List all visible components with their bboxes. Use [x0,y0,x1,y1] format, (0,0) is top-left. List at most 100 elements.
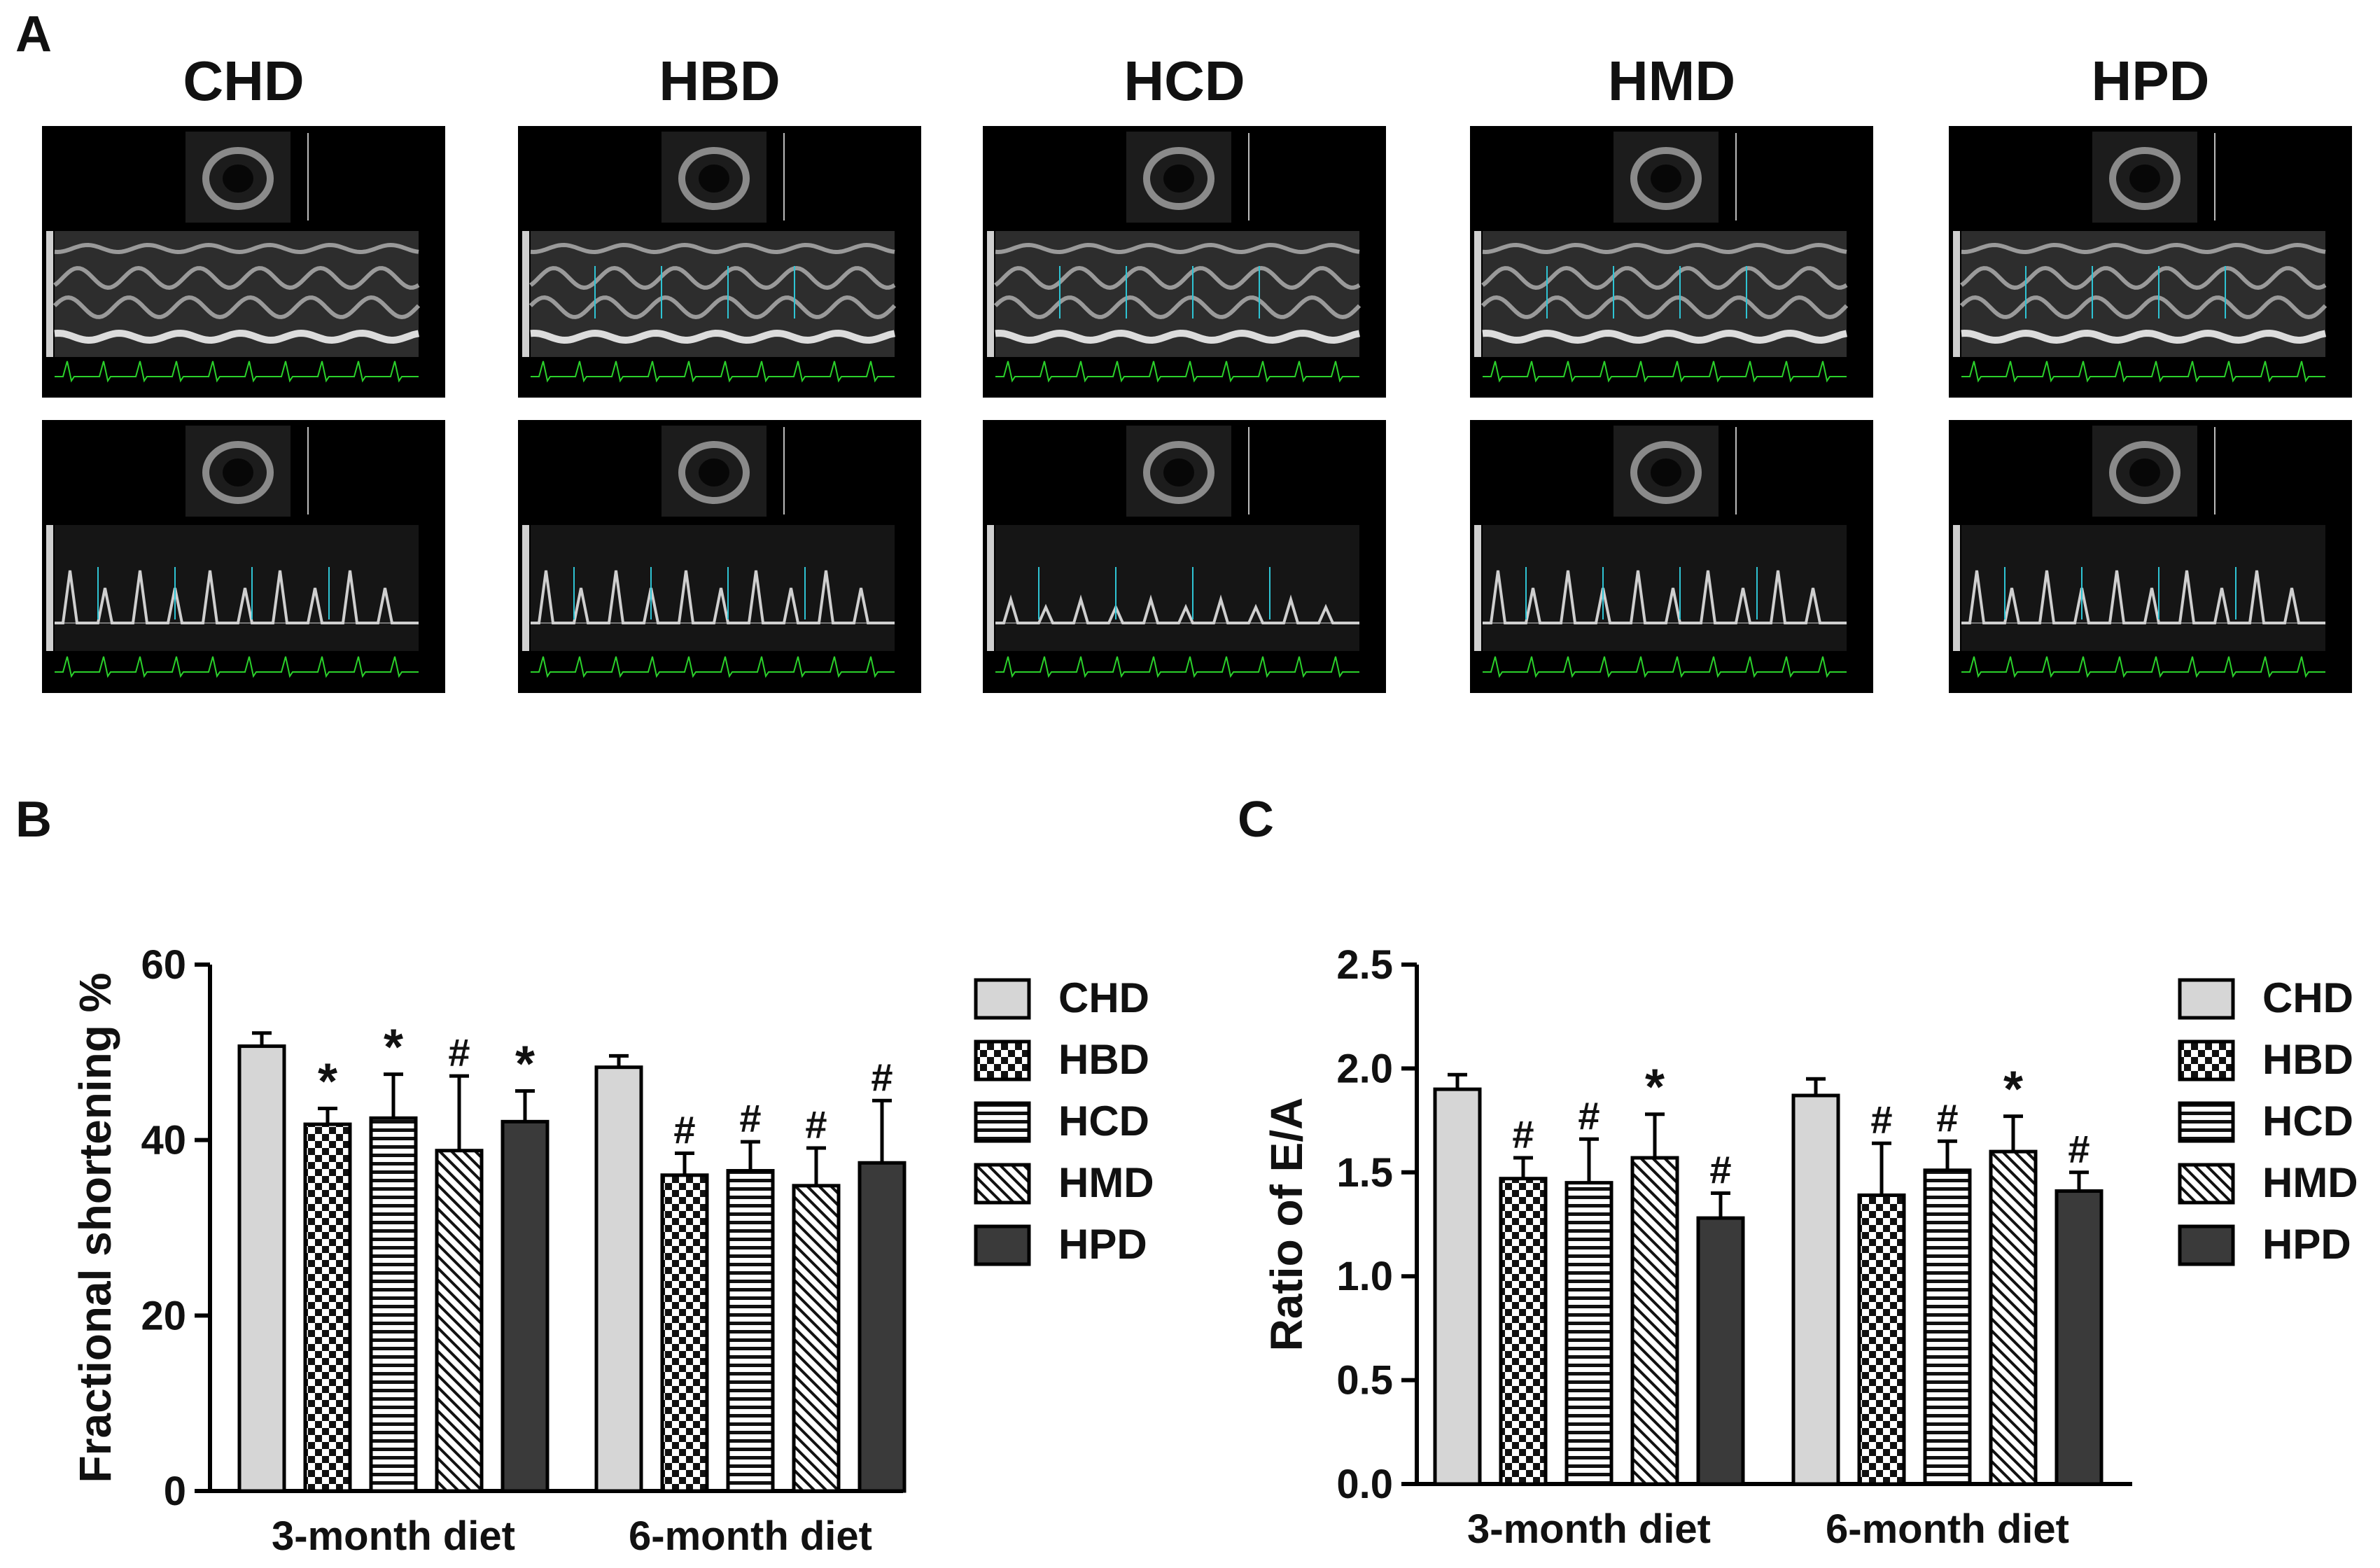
bar-chd-6-month [1791,1093,1840,1486]
y-tick-label: 40 [141,1118,186,1163]
bar-hcd-3-month [1564,1181,1614,1486]
y-tick-label: 1.5 [1336,1150,1393,1196]
y-axis-label: Fractional shortening % [70,973,120,1483]
bar-hcd-6-month [726,1169,775,1493]
error-bar [1872,1141,1891,1196]
legend-label-hmd: HMD [2262,1159,2358,1206]
bar-hmd-3-month [1630,1156,1679,1486]
panel-letter-b: B [15,792,52,848]
panel-letter-c: C [1238,792,1274,848]
significance-mark: # [1936,1096,1958,1140]
error-bar [1579,1137,1599,1183]
significance-mark: # [1578,1093,1600,1138]
legend-label-hbd: HBD [2262,1036,2353,1083]
y-tick-label: 20 [141,1293,186,1338]
group-title-hpd: HPD [2091,50,2210,112]
error-bar [609,1054,629,1068]
error-bar [806,1146,826,1186]
bar-hpd-6-month [858,1161,906,1493]
legend-swatch-hpd [974,1224,1031,1266]
group-title-chd: CHD [183,50,304,112]
y-tick-label: 2.5 [1336,942,1393,988]
echo-hcd-mmode [983,126,1386,398]
bar-chd-3-month [1433,1087,1482,1486]
ea-ratio-chart: 0.0 0.5 1.0 1.5 2.0 2.5 Ratio of E/A # # * #3-mont… [1261,942,2358,1552]
bar-hbd-6-month [660,1173,709,1493]
legend-label-hcd: HCD [1058,1098,1149,1144]
bar-hmd-3-month [435,1149,484,1493]
error-bar [1806,1077,1826,1096]
echo-hcd-doppler [983,420,1386,693]
legend-swatch-hbd [2178,1040,2235,1082]
legend-swatch-hpd [2178,1224,2235,1266]
significance-mark: # [871,1055,892,1099]
error-bar [515,1088,535,1122]
group-title-hmd: HMD [1607,50,1736,112]
error-bar [1645,1112,1665,1158]
y-tick-label: 0.5 [1336,1358,1393,1404]
legend-swatch-chd [2178,978,2235,1020]
group-title-hbd: HBD [659,50,780,112]
legend-swatch-hbd [974,1040,1031,1082]
echo-hbd-mmode [518,126,921,398]
echo-hmd-mmode [1470,126,1873,398]
error-bar [449,1074,469,1151]
error-bar [675,1151,694,1175]
significance-mark: * [2003,1062,2023,1118]
error-bar [2003,1114,2023,1152]
y-axis-label: Ratio of E/A [1261,1098,1312,1352]
bar-hcd-6-month [1923,1168,1972,1486]
legend-swatch-chd [974,978,1031,1020]
significance-mark: # [2068,1127,2090,1171]
error-bar [872,1098,892,1163]
legend-swatch-hmd [974,1163,1031,1205]
y-tick-label: 2.0 [1336,1046,1393,1091]
x-category-label: 6-month diet [1826,1506,2069,1552]
legend-label-chd: CHD [2262,974,2353,1021]
x-category-label: 6-month diet [629,1513,872,1559]
significance-mark: # [739,1096,761,1140]
bar-hbd-6-month [1857,1193,1906,1486]
y-tick-label: 0 [164,1469,186,1514]
bar-chd-6-month [594,1065,643,1493]
legend-swatch-hcd [2178,1101,2235,1143]
bar-hmd-6-month [1989,1149,2038,1486]
significance-mark: * [318,1054,337,1110]
x-category-label: 3-month diet [1467,1506,1711,1552]
group-title-hcd: HCD [1124,50,1245,112]
legend-label-hcd: HCD [2262,1098,2353,1144]
echo-hpd-mmode [1949,126,2352,398]
panel-letter-a: A [15,6,52,62]
significance-mark: # [1870,1098,1892,1142]
bar-hpd-6-month [2054,1189,2104,1486]
legend-label-hpd: HPD [1058,1221,1147,1268]
significance-mark: # [805,1102,827,1147]
significance-mark: # [448,1030,470,1074]
legend-label-hpd: HPD [2262,1221,2351,1268]
significance-mark: # [1512,1112,1534,1156]
legend-label-hbd: HBD [1058,1036,1149,1083]
error-bar [1513,1156,1533,1179]
error-bar [2069,1170,2089,1191]
legend-swatch-hcd [974,1101,1031,1143]
significance-mark: # [1709,1147,1731,1191]
error-bar [252,1031,272,1046]
echo-chd-doppler [42,420,445,693]
bar-hbd-3-month [1499,1177,1548,1486]
x-category-label: 3-month diet [272,1513,515,1559]
bar-hcd-3-month [369,1116,418,1493]
bar-hpd-3-month [500,1119,550,1493]
significance-mark: * [1645,1060,1665,1116]
echo-hbd-doppler [518,420,921,693]
echo-chd-mmode [42,126,445,398]
legend-label-chd: CHD [1058,974,1149,1021]
error-bar [318,1107,337,1125]
bar-hbd-3-month [303,1122,352,1493]
error-bar [741,1140,760,1171]
error-bar [1711,1191,1730,1219]
significance-mark: * [515,1036,535,1092]
y-tick-label: 60 [141,942,186,988]
legend-swatch-hmd [2178,1163,2235,1205]
bar-chd-3-month [237,1044,286,1493]
bar-hpd-3-month [1696,1216,1745,1486]
